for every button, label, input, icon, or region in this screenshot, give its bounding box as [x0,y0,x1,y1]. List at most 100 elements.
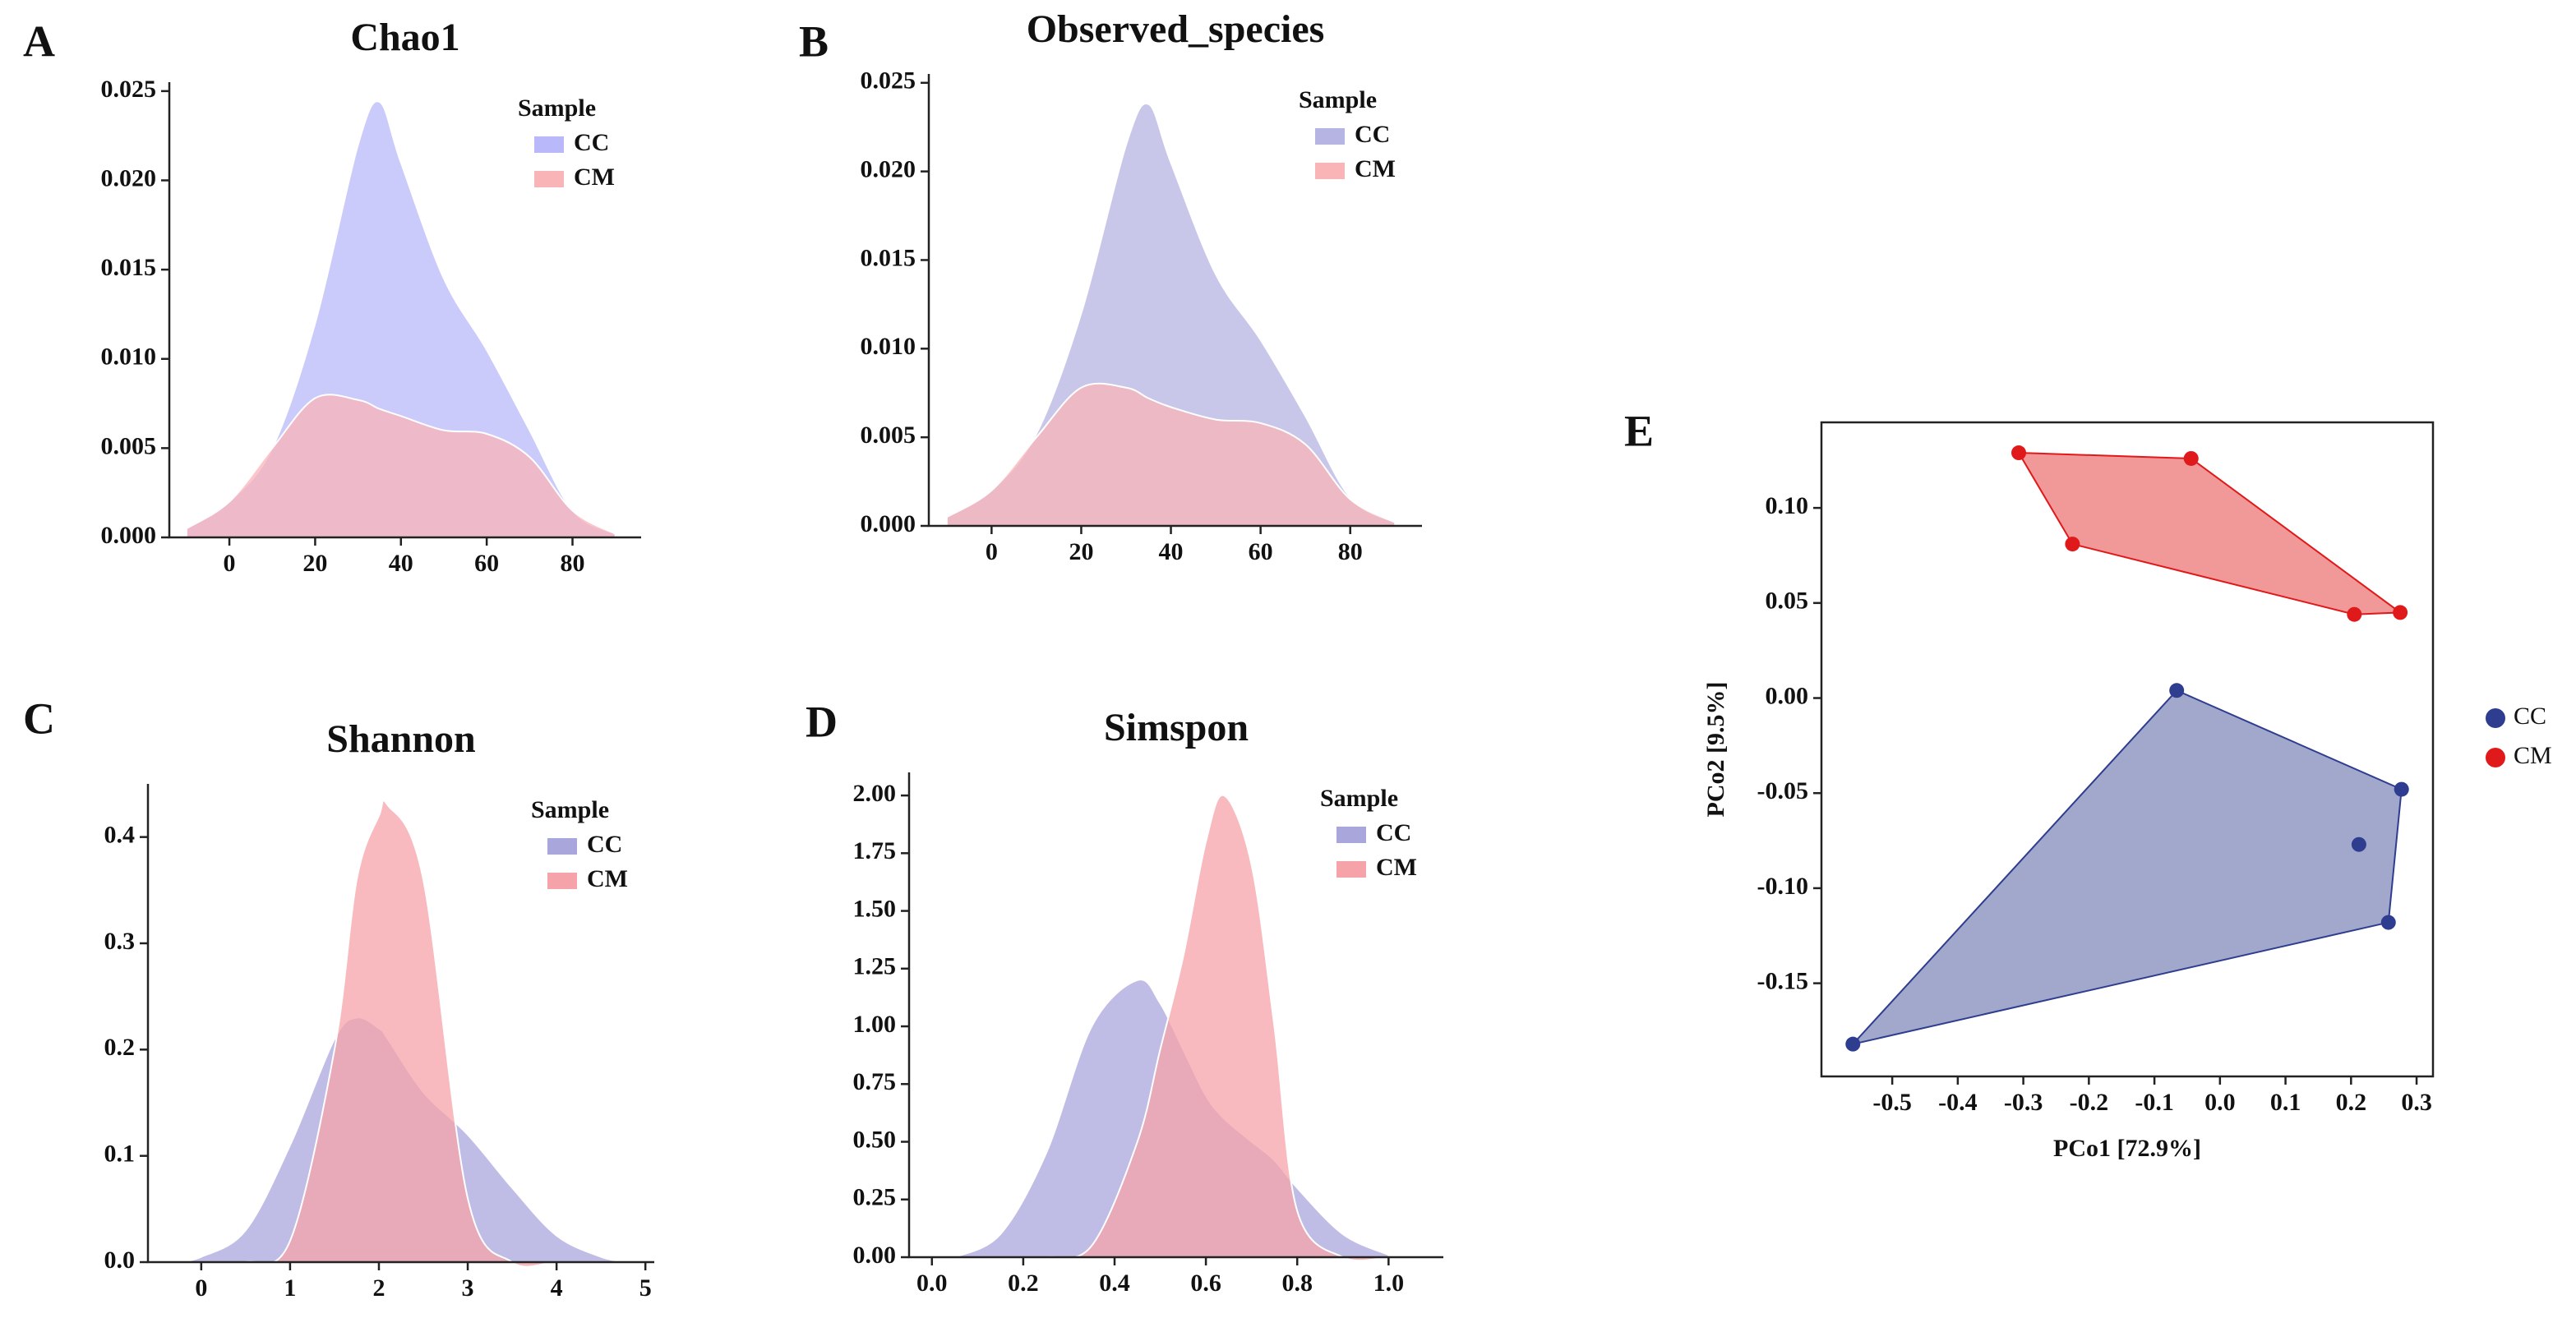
point [2380,915,2396,930]
point [2183,450,2199,466]
y-tick-label: 0.015 [101,254,157,281]
x-tick-label: 20 [302,550,327,577]
x-tick-label: 60 [1249,538,1273,565]
panel: E CC CM PCo1 [72.9%] PCo2 [9.5%] -0.5 -0.4 -0.3… [1624,406,2552,1162]
x-tick-label: 60 [474,550,499,577]
y-tick-label: 0.010 [101,343,157,371]
x-tick-label: 0 [224,550,236,577]
y-tick-label: 2.00 [853,780,897,807]
panel: C Shannon CC CM Sample 0 1 2 3 4 5 0.0 0.1 0.2 0.3 0.4 [23,694,654,1302]
x-tick-label: 0.2 [1008,1270,1039,1297]
legend-label: CM [2514,742,2552,769]
x-tick-label: 0.4 [1099,1270,1130,1297]
x-tick-label: 80 [1338,538,1363,565]
panel-letter: B [799,16,829,66]
x-tick-label: -0.1 [2135,1089,2174,1116]
x-tick-label: 1 [284,1274,296,1302]
density-area [954,794,1389,1262]
x-tick-label: 4 [551,1274,563,1302]
x-tick-label: 20 [1069,538,1093,565]
axis-frame [1820,421,2435,1078]
legend-title: Sample [531,796,609,823]
y-tick-label: 0.000 [101,522,157,549]
y-tick-label: -0.10 [1757,873,1809,900]
density-area [185,394,616,538]
panel-letter: A [23,16,55,66]
legend-swatch [547,838,577,855]
panel-letter: E [1624,406,1654,455]
legend-marker [2486,708,2505,728]
point [2347,606,2362,622]
y-tick-label: 0.0 [104,1247,136,1274]
x-tick-label: 80 [561,550,585,577]
y-tick-label: 0.00 [853,1242,897,1269]
legend-swatch [547,873,577,889]
x-tick-label: 0.0 [916,1270,948,1297]
legend-marker [2486,748,2505,767]
panel-title: Observed_species [1027,7,1325,51]
x-tick-label: -0.4 [1938,1089,1978,1116]
point [2393,605,2408,620]
y-tick-label: 0.025 [861,67,916,94]
legend-swatch [534,171,564,187]
legend-title: Sample [1299,86,1377,113]
y-tick-label: 0.010 [861,333,916,360]
legend-swatch [1315,163,1345,179]
panel-letter: D [806,697,838,746]
y-tick-label: 0.005 [861,422,916,449]
legend-label: CM [574,164,615,191]
y-axis-label: PCo2 [9.5%] [1702,682,1729,818]
y-tick-label: 0.025 [101,76,157,103]
panel-title: Simspon [1104,706,1249,749]
point [2011,445,2027,461]
point [1845,1036,1861,1052]
legend-swatch [1336,861,1366,878]
y-tick-label: 1.00 [853,1011,897,1038]
point [2351,836,2366,852]
y-tick-label: 1.50 [853,895,897,922]
point [2065,537,2080,552]
legend-label: CC [574,129,609,156]
x-tick-label: 0.6 [1190,1270,1221,1297]
y-tick-label: 0.000 [861,510,916,537]
legend-label: CC [587,831,622,858]
y-tick-label: 1.25 [853,953,897,980]
y-tick-label: 0.75 [853,1068,897,1095]
y-tick-label: 0.005 [101,432,157,459]
y-tick-label: 0.020 [861,156,916,183]
y-tick-label: 0.10 [1766,492,1809,519]
legend-title: Sample [518,94,596,122]
x-tick-label: -0.3 [2004,1089,2043,1116]
x-tick-label: 0.0 [2204,1089,2236,1116]
legend-label: CC [1376,819,1411,846]
x-tick-label: 3 [462,1274,474,1302]
legend-label: CM [587,865,628,892]
hull [2017,451,2403,615]
panel-letter: C [23,694,55,743]
y-tick-label: 0.1 [104,1141,136,1168]
x-tick-label: 2 [372,1274,385,1302]
y-tick-label: 0.00 [1766,682,1809,709]
x-tick-label: 0 [195,1274,207,1302]
x-tick-label: 0.8 [1281,1270,1313,1297]
hull [1850,689,2403,1046]
y-tick-label: 0.3 [104,928,136,955]
y-tick-label: 0.25 [853,1184,897,1211]
legend-label: CC [2514,703,2546,730]
legend-label: CC [1355,121,1390,148]
y-tick-label: 0.4 [104,822,136,849]
y-tick-label: 0.2 [104,1034,136,1061]
y-tick-label: 1.75 [853,837,897,864]
density-area [174,800,628,1268]
x-tick-label: 40 [389,550,413,577]
legend-title: Sample [1320,785,1398,812]
x-tick-label: 0.2 [2336,1089,2367,1116]
panel-title: Shannon [326,717,475,761]
panel: A Chao1 CC CM Sample 0 20 40 60 80 0.000 0.005 0.010… [23,16,641,577]
panel: B Observed_species CC CM Sample 0 20 40 60 80 0.00… [799,7,1422,565]
x-tick-label: -0.5 [1872,1089,1912,1116]
y-tick-label: -0.15 [1757,968,1809,995]
legend-swatch [1336,827,1366,843]
point [2169,683,2185,698]
x-tick-label: 0.3 [2401,1089,2432,1116]
